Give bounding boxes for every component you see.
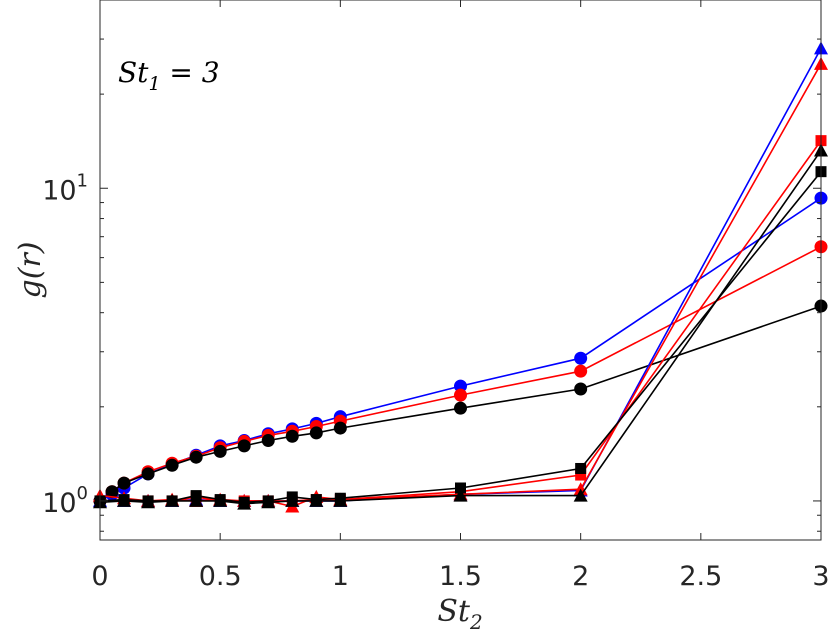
data-point <box>309 493 324 507</box>
data-point <box>574 382 588 396</box>
data-point <box>117 476 131 490</box>
x-tick-label: 0.5 <box>199 561 242 592</box>
data-point <box>165 493 180 507</box>
x-tick-label: 2.5 <box>679 561 722 592</box>
data-point <box>575 462 587 474</box>
ticks-layer: 0 0.5 1 1.5 2 2.5 3 100 101 <box>42 0 830 592</box>
y-tick-label: 101 <box>42 170 88 206</box>
data-point <box>454 401 467 415</box>
data-point <box>237 439 251 453</box>
y-axis-label: g(r) <box>13 242 48 299</box>
data-point <box>165 458 179 472</box>
data-point <box>455 482 466 494</box>
data-point <box>189 450 203 464</box>
annotation-text: St1 = 3 <box>118 56 220 95</box>
data-point <box>117 493 132 507</box>
data-point <box>574 364 588 378</box>
y-tick-label: 100 <box>42 483 88 519</box>
data-point <box>453 488 468 502</box>
data-point <box>213 444 227 458</box>
data-point <box>285 429 299 443</box>
x-tick-label: 0 <box>91 561 108 592</box>
data-point <box>333 421 347 435</box>
data-point <box>575 469 587 481</box>
data-point <box>285 493 300 507</box>
data-point <box>141 467 155 481</box>
data-point <box>261 434 275 448</box>
data-point <box>454 379 467 393</box>
data-point <box>237 496 252 510</box>
x-tick-label: 3 <box>812 561 829 592</box>
x-tick-label: 1 <box>332 561 349 592</box>
series-layer <box>93 41 828 513</box>
data-point <box>141 495 156 509</box>
data-point <box>574 351 588 365</box>
x-tick-label: 1.5 <box>439 561 482 592</box>
data-point <box>454 388 467 402</box>
data-point <box>573 488 588 502</box>
series-line <box>99 150 822 505</box>
x-tick-label: 2 <box>572 561 589 592</box>
data-point <box>213 493 228 507</box>
data-point <box>105 485 119 499</box>
x-axis-label: St2 <box>437 594 482 631</box>
data-point <box>189 493 204 507</box>
data-point <box>309 426 323 440</box>
data-point <box>261 495 276 509</box>
data-point <box>333 493 348 507</box>
